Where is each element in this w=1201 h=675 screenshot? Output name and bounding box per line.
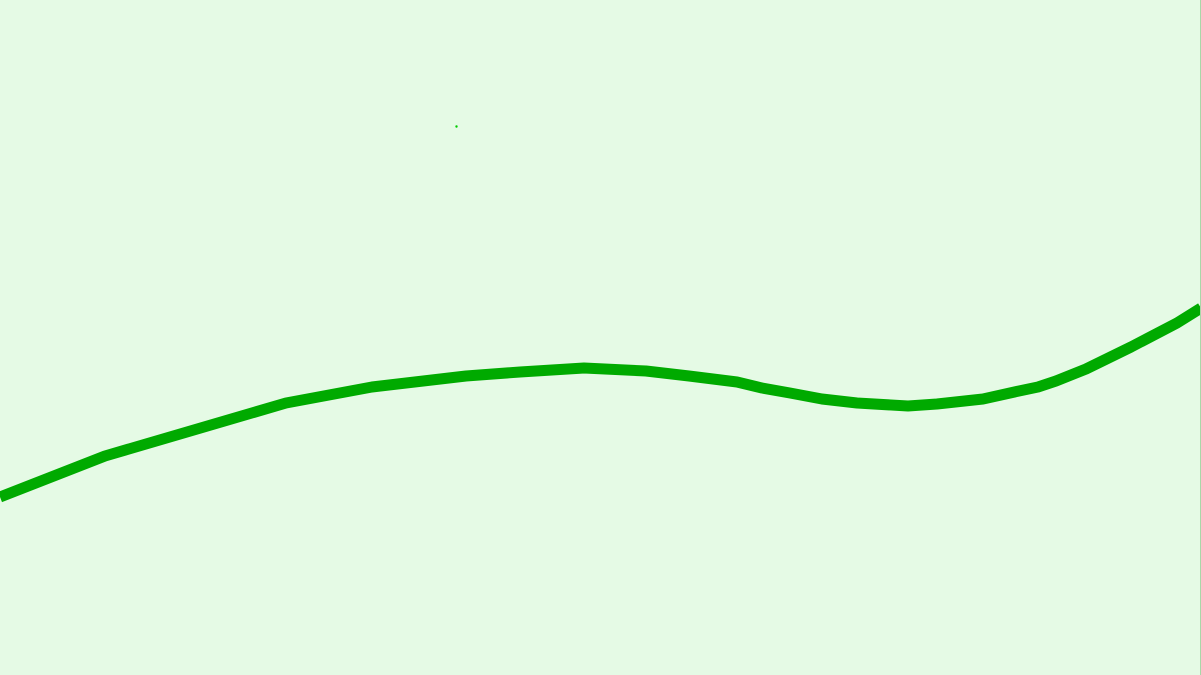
terrain-curve	[0, 303, 1201, 503]
ball-marker	[455, 125, 458, 128]
